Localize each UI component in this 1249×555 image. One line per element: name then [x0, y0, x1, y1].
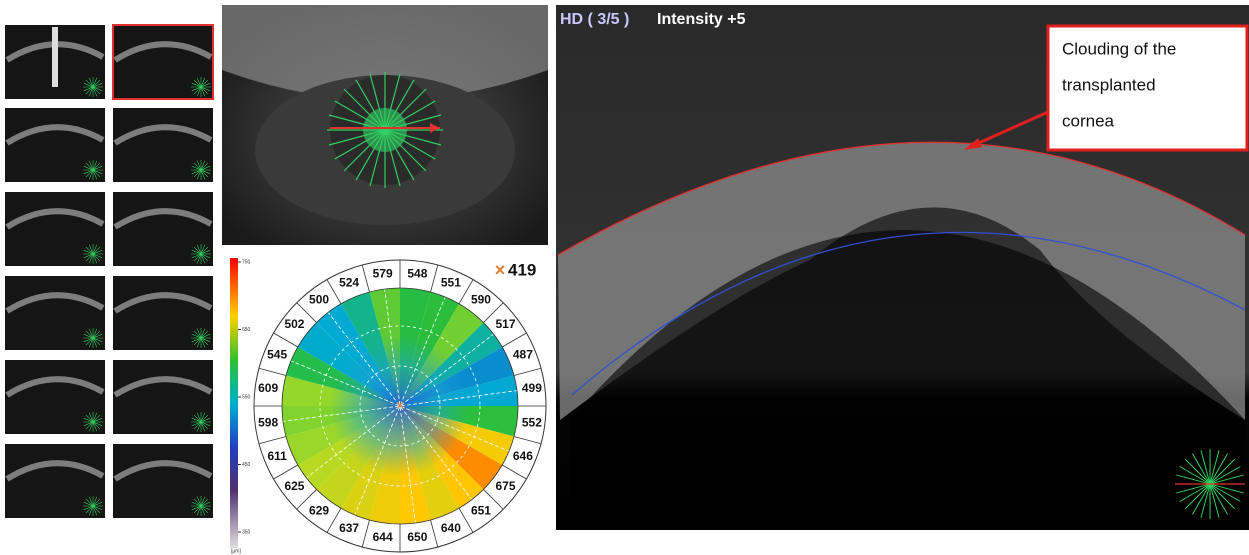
- sector-value: 487: [513, 347, 533, 361]
- figure: 579 548 551 590 517 487 499 552 646 675 651 640 650 6…: [0, 0, 1249, 555]
- sector-value: 611: [267, 449, 287, 463]
- eye-image: [222, 5, 548, 245]
- thinnest-value: 419: [508, 260, 536, 279]
- thumbnail: [5, 360, 105, 434]
- sector-value: 650: [407, 530, 427, 544]
- thumbnail: [113, 25, 213, 99]
- sector-value: 502: [284, 317, 304, 331]
- thumbnail: [5, 444, 105, 518]
- page: 579 548 551 590 517 487 499 552 646 675 651 640 650 6…: [0, 0, 1249, 555]
- sector-value: 548: [407, 266, 427, 280]
- sector-value: 640: [441, 521, 461, 535]
- thickness-map: 579 548 551 590 517 487 499 552 646 675 651 640 650 6…: [222, 250, 548, 555]
- sector-value: 590: [471, 293, 491, 307]
- sector-value: 517: [496, 317, 516, 331]
- sector-value: 524: [339, 275, 359, 289]
- intensity: Intensity +5: [657, 11, 746, 28]
- thumbnail: [113, 360, 213, 434]
- thumbnail-fan: [83, 412, 103, 432]
- scale-label: 750: [242, 259, 251, 265]
- thumbnail-fan: [191, 412, 211, 432]
- oct-scan: HD ( 3/5 ) Intensity +5 Clouding of the t…: [556, 5, 1249, 530]
- thumbnail: [5, 276, 105, 350]
- thumbnail: [113, 192, 213, 266]
- sector-value: 545: [267, 347, 287, 361]
- sector-value: 646: [513, 449, 533, 463]
- thumbnail: [113, 276, 213, 350]
- thumbnail: [113, 108, 213, 182]
- sector-value: 651: [471, 504, 491, 518]
- sector-value: 609: [258, 381, 278, 395]
- sector-value: 579: [373, 266, 393, 280]
- thumbnail-fan: [191, 77, 211, 97]
- sector-value: 551: [441, 275, 461, 289]
- scan-mode: HD ( 3/5 ): [560, 11, 629, 28]
- annotation-line: Clouding of the: [1062, 39, 1176, 58]
- annotation-line: transplanted: [1062, 75, 1156, 94]
- thumbnail-fan: [83, 328, 103, 348]
- thumbnail: [113, 444, 213, 518]
- scale-unit: [µm]: [231, 548, 241, 554]
- sector-value: 552: [522, 416, 542, 430]
- thumbnail: [5, 192, 105, 266]
- scale-label: 350: [242, 529, 251, 535]
- thumbnail-fan: [83, 77, 103, 97]
- thumbnail-fan: [83, 244, 103, 264]
- thumbnail-fan: [191, 328, 211, 348]
- sector-value: 644: [373, 530, 393, 544]
- thumbnail: [5, 108, 105, 182]
- annotation-line: cornea: [1062, 111, 1115, 130]
- sector-value: 637: [339, 521, 359, 535]
- scale-label: 450: [242, 462, 251, 468]
- sector-value: 625: [284, 479, 304, 493]
- sector-value: 675: [496, 479, 516, 493]
- thumbnail-fan: [83, 160, 103, 180]
- sector-value: 499: [522, 381, 542, 395]
- thumbnail-fan: [191, 160, 211, 180]
- thinnest-icon: ×: [495, 260, 506, 280]
- scale-label: 550: [242, 394, 251, 400]
- sector-value: 598: [258, 416, 278, 430]
- scale-label: 650: [242, 327, 251, 333]
- thumbnails: [5, 25, 213, 518]
- center-marker: ×: [396, 398, 403, 412]
- thumbnail-fan: [191, 496, 211, 516]
- sector-value: 629: [309, 504, 329, 518]
- thumbnail-fan: [191, 244, 211, 264]
- scan-marker: [52, 27, 58, 87]
- sector-value: 500: [309, 293, 329, 307]
- thumbnail-fan: [83, 496, 103, 516]
